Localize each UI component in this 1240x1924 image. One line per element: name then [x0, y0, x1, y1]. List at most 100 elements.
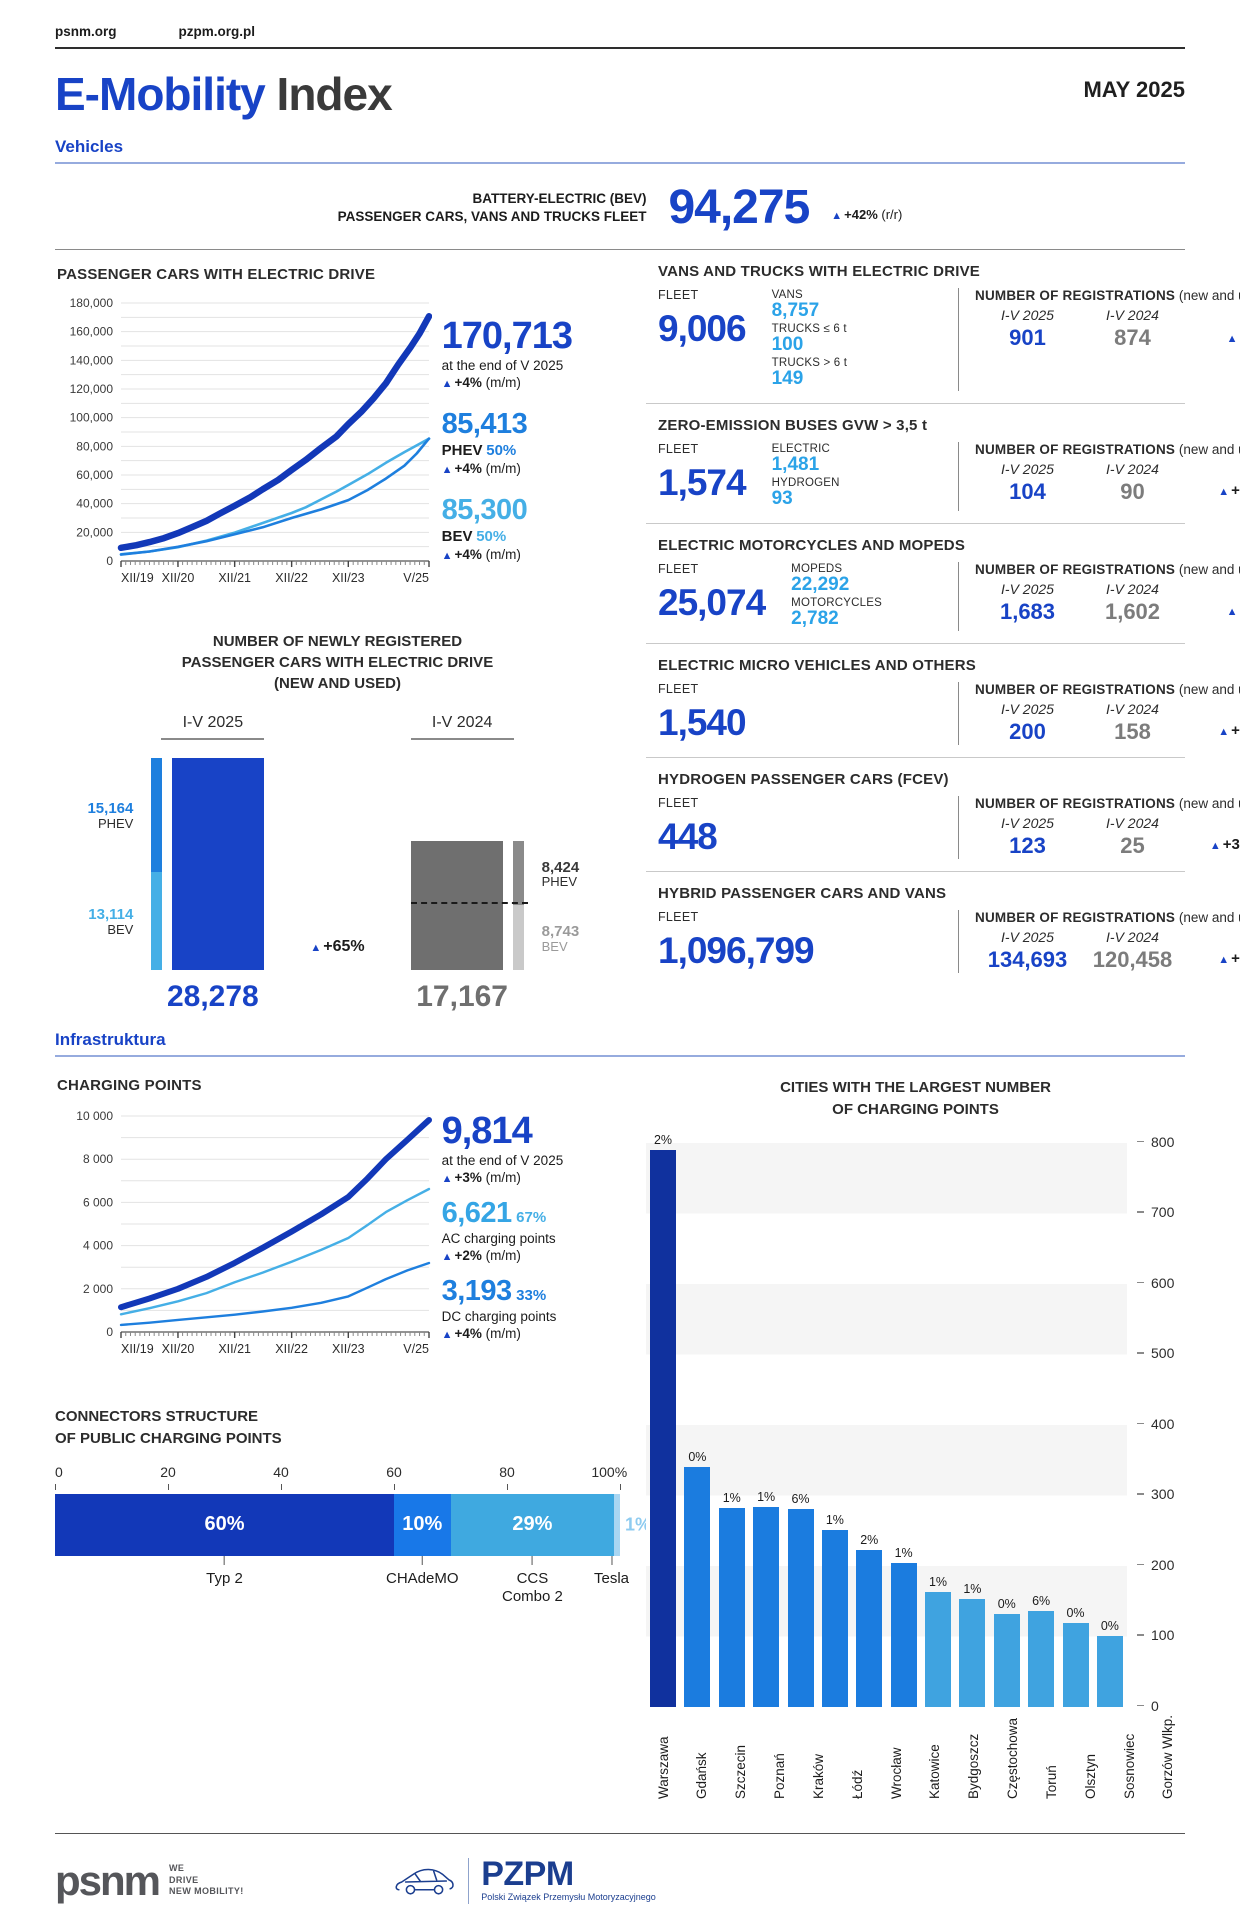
vehicles-columns: PASSENGER CARS WITH ELECTRIC DRIVE 20,00… — [55, 250, 1240, 1014]
registrations: NUMBER OF REGISTRATIONS (new and used) I… — [958, 909, 1240, 973]
svg-text:XII/21: XII/21 — [218, 1342, 251, 1356]
city-bar-pct-label: 0% — [1066, 1606, 1085, 1621]
svg-text:140,000: 140,000 — [70, 353, 114, 367]
cities-x-axis-labels: Warszawa Gdańsk Szczecin Poznań Kraków Łódź Wr… — [646, 1715, 1185, 1799]
reg-delta: ▲+27% — [1218, 722, 1240, 740]
cities-y-tick: 400 — [1137, 1416, 1174, 1432]
increase-triangle-icon: ▲ — [441, 378, 453, 390]
cities-y-tick: 600 — [1137, 1275, 1174, 1291]
registrations-header: NUMBER OF REGISTRATIONS (new and used) — [975, 561, 1240, 577]
city-bar — [1028, 1610, 1055, 1707]
cities-chart: CITIES WITH THE LARGEST NUMBER OF CHARGI… — [646, 1077, 1185, 1799]
connector-segment: 10% — [394, 1493, 451, 1556]
city-bar-item: 2% — [650, 1133, 676, 1707]
title-row: E-Mobility Index MAY 2025 — [55, 67, 1185, 121]
svg-text:XII/23: XII/23 — [332, 1342, 365, 1356]
city-bar-pct-label: 0% — [688, 1449, 707, 1464]
sub-stat: VANS 8,757 — [772, 289, 848, 321]
connectors-axis: 0 20 40 60 80 100% — [55, 1463, 627, 1494]
increase-triangle-icon: ▲ — [441, 464, 453, 476]
vehicles-left-column: PASSENGER CARS WITH ELECTRIC DRIVE 20,00… — [55, 250, 620, 1014]
connector-segment: 29% — [450, 1493, 615, 1556]
reg-col1-value: 104 — [1009, 478, 1046, 504]
city-bar-pct-label: 2% — [653, 1132, 673, 1147]
bev-segment — [151, 871, 163, 970]
stat-block: HYDROGEN PASSENGER CARS (FCEV) FLEET 448… — [646, 758, 1240, 872]
connector-type-label: CHAdeMO — [386, 1555, 459, 1589]
svg-text:60,000: 60,000 — [76, 468, 113, 482]
psnm-wordmark: psnm — [55, 1856, 161, 1904]
reg-col2-value: 158 — [1114, 718, 1151, 744]
fleet: FLEET 9,006 — [658, 288, 747, 391]
reg-col2-label: I-V 2024 — [1106, 700, 1159, 717]
stat-block: ELECTRIC MOTORCYCLES AND MOPEDS FLEET 25… — [646, 524, 1240, 644]
svg-text:V/25: V/25 — [403, 571, 429, 585]
phev-segment — [512, 841, 524, 905]
total-bar-2024 — [410, 841, 503, 970]
link-pzpm-org-pl[interactable]: pzpm.org.pl — [178, 24, 256, 39]
city-name-label: Bydgoszcz — [966, 1733, 982, 1799]
stat-block-body: FLEET 448 NUMBER OF REGISTRATIONS (new a… — [658, 795, 1240, 859]
stat-block-title: ZERO-EMISSION BUSES GVW > 3,5 t — [658, 416, 928, 434]
stat-block-body: FLEET 1,574 ELECTRIC 1,481 HYDROGEN 93 N… — [658, 441, 1240, 511]
connectors-axis-label: 0 — [55, 1463, 63, 1480]
stat-block-body: FLEET 1,540 NUMBER OF REGISTRATIONS (new… — [658, 681, 1240, 745]
phev-caption: PHEV 50% — [441, 442, 517, 459]
registrations-grid: I-V 2025 I-V 2024 104 90 ▲+16% — [975, 461, 1240, 505]
city-bar — [753, 1507, 780, 1707]
city-name-label: Szczecin — [733, 1744, 749, 1799]
link-psnm-org[interactable]: psnm.org — [55, 24, 117, 39]
annotation-phev: 85,413 PHEV 50% ▲ +4% (m/m) — [441, 410, 620, 477]
connectors-axis-tick — [394, 1483, 395, 1490]
sub-stat-value: 149 — [771, 367, 804, 389]
connector-segment-label-outside: 1% — [625, 1514, 652, 1534]
fleet-value: 1,574 — [658, 461, 747, 503]
fleet: FLEET 1,540 — [658, 682, 747, 745]
annotation-charging-total: 9,814 at the end of V 2025 ▲ +3% (m/m) — [442, 1112, 620, 1185]
city-bar-item: 0% — [1062, 1606, 1089, 1707]
stat-block-body: FLEET 1,096,799 NUMBER OF REGISTRATIONS … — [658, 909, 1240, 973]
registrations: NUMBER OF REGISTRATIONS (new and used) I… — [958, 681, 1240, 745]
connectors-labels: Typ 2 CHAdeMO CCS Combo 2 Tesla — [55, 1555, 629, 1620]
connectors-axis-tick — [620, 1483, 621, 1490]
newreg-delta: ▲ +65% — [310, 938, 365, 955]
page-title-rest: Index — [264, 68, 393, 120]
city-bar — [821, 1529, 848, 1707]
sub-stat-value: 1,481 — [771, 453, 820, 475]
dc-caption: DC charging points — [441, 1309, 557, 1324]
newly-registered-chart: NUMBER OF NEWLY REGISTERED PASSENGER CAR… — [55, 631, 620, 1014]
city-bar — [650, 1149, 676, 1707]
reg-delta: ▲+392% — [1209, 836, 1240, 854]
increase-triangle-icon: ▲ — [310, 942, 322, 954]
sub-stat-value: 100 — [771, 333, 804, 355]
connectors-axis-label: 40 — [273, 1463, 289, 1480]
cities-y-tick: 200 — [1137, 1557, 1174, 1573]
pzpm-divider — [467, 1857, 470, 1904]
cities-bars: 2% 0% 1% 1% 6% 1% 2% 1% 1% 1% 0% 6% 0% 0% — [646, 1133, 1127, 1707]
city-name-label: Gdańsk — [694, 1751, 710, 1799]
connectors-axis-tick — [507, 1483, 508, 1490]
city-bar-item: 1% — [821, 1513, 848, 1707]
stat-block-left: FLEET 1,574 ELECTRIC 1,481 HYDROGEN 93 — [658, 442, 958, 511]
pzpm-text-block: PZPM Polski Związek Przemysłu Motoryzacy… — [481, 1857, 656, 1902]
fleet-sub-stats: MOPEDS 22,292 MOTORCYCLES 2,782 — [791, 562, 882, 631]
group-2025-bars: 15,164 PHEV 13,114 BEV — [75, 752, 265, 970]
stat-block-title: VANS AND TRUCKS WITH ELECTRIC DRIVE — [658, 263, 980, 280]
registrations-header: NUMBER OF REGISTRATIONS (new and used) — [975, 681, 1240, 697]
reg-col1-label: I-V 2025 — [1001, 460, 1054, 477]
reg-col1-label: I-V 2025 — [1001, 814, 1054, 831]
dc-value-row: 3,193 33% — [441, 1275, 547, 1307]
city-name-label: Olsztyn — [1082, 1753, 1098, 1799]
connector-type-label: CCS Combo 2 — [502, 1555, 563, 1608]
city-bar-item: 1% — [718, 1491, 745, 1707]
connector-type-label: Typ 2 — [206, 1555, 243, 1589]
connectors-axis-tick — [168, 1483, 169, 1490]
sub-stat-value: 2,782 — [791, 607, 839, 629]
sub-stat-label: ELECTRIC — [771, 442, 831, 455]
city-bar-pct-label: 1% — [963, 1582, 982, 1597]
cities-y-tick: 300 — [1137, 1486, 1174, 1502]
stacked-thin-bar-2025 — [151, 758, 163, 970]
annotation-dc: 3,193 33% DC charging points ▲ +4% (m/m) — [441, 1275, 620, 1342]
stat-block-left: FLEET 1,540 — [658, 682, 958, 745]
reg-col2-label: I-V 2024 — [1106, 580, 1159, 597]
